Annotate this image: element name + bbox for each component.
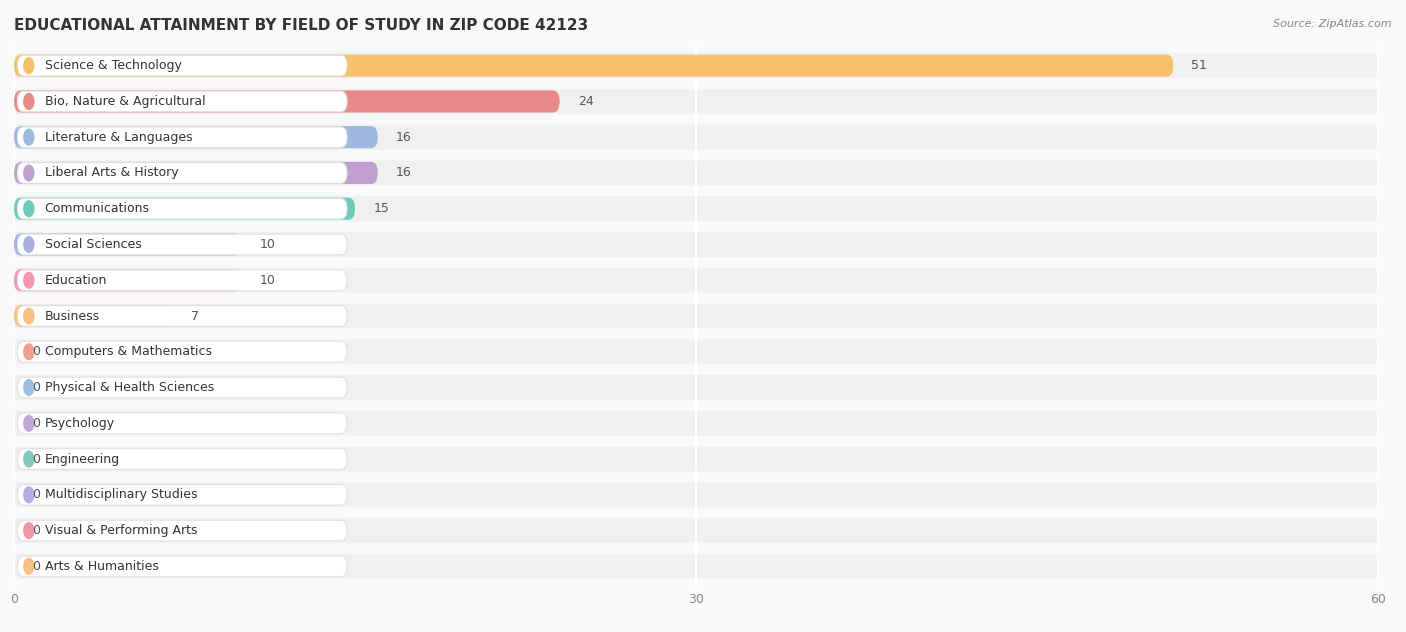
Circle shape — [24, 344, 34, 360]
Text: EDUCATIONAL ATTAINMENT BY FIELD OF STUDY IN ZIP CODE 42123: EDUCATIONAL ATTAINMENT BY FIELD OF STUDY… — [14, 18, 588, 33]
FancyBboxPatch shape — [14, 411, 1378, 436]
FancyBboxPatch shape — [17, 234, 347, 255]
FancyBboxPatch shape — [17, 341, 347, 362]
FancyBboxPatch shape — [14, 447, 1378, 471]
FancyBboxPatch shape — [14, 268, 1378, 293]
Circle shape — [24, 94, 34, 109]
Text: 0: 0 — [32, 416, 41, 430]
FancyBboxPatch shape — [14, 375, 1378, 400]
Text: 16: 16 — [396, 131, 412, 143]
FancyBboxPatch shape — [17, 377, 347, 398]
FancyBboxPatch shape — [17, 127, 347, 148]
FancyBboxPatch shape — [14, 554, 1378, 579]
Text: Science & Technology: Science & Technology — [45, 59, 181, 72]
FancyBboxPatch shape — [14, 198, 354, 220]
FancyBboxPatch shape — [17, 270, 347, 291]
FancyBboxPatch shape — [17, 449, 347, 470]
Circle shape — [24, 308, 34, 324]
FancyBboxPatch shape — [17, 91, 347, 112]
Text: Physical & Health Sciences: Physical & Health Sciences — [45, 381, 214, 394]
Text: Source: ZipAtlas.com: Source: ZipAtlas.com — [1274, 19, 1392, 29]
Circle shape — [24, 523, 34, 538]
Text: Liberal Arts & History: Liberal Arts & History — [45, 166, 179, 179]
Circle shape — [24, 130, 34, 145]
FancyBboxPatch shape — [17, 162, 347, 183]
Text: 0: 0 — [32, 489, 41, 501]
Text: 0: 0 — [32, 345, 41, 358]
FancyBboxPatch shape — [14, 125, 1378, 150]
Circle shape — [24, 487, 34, 502]
Text: 0: 0 — [32, 453, 41, 466]
Circle shape — [24, 58, 34, 73]
FancyBboxPatch shape — [17, 56, 347, 76]
Circle shape — [24, 415, 34, 431]
Text: 10: 10 — [260, 238, 276, 251]
Circle shape — [24, 451, 34, 467]
Text: 24: 24 — [578, 95, 593, 108]
FancyBboxPatch shape — [14, 305, 173, 327]
Circle shape — [24, 165, 34, 181]
Text: 0: 0 — [32, 524, 41, 537]
Text: 51: 51 — [1191, 59, 1208, 72]
Text: Engineering: Engineering — [45, 453, 120, 466]
Text: 7: 7 — [191, 310, 200, 322]
Text: Arts & Humanities: Arts & Humanities — [45, 560, 159, 573]
Text: 0: 0 — [32, 560, 41, 573]
FancyBboxPatch shape — [17, 306, 347, 326]
Text: 16: 16 — [396, 166, 412, 179]
Text: Bio, Nature & Agricultural: Bio, Nature & Agricultural — [45, 95, 205, 108]
FancyBboxPatch shape — [14, 54, 1173, 76]
FancyBboxPatch shape — [17, 484, 347, 505]
FancyBboxPatch shape — [14, 90, 560, 112]
FancyBboxPatch shape — [14, 232, 1378, 257]
Text: Visual & Performing Arts: Visual & Performing Arts — [45, 524, 197, 537]
Circle shape — [24, 201, 34, 217]
FancyBboxPatch shape — [14, 53, 1378, 78]
Circle shape — [24, 236, 34, 252]
Text: 15: 15 — [373, 202, 389, 216]
FancyBboxPatch shape — [14, 126, 378, 149]
Text: Literature & Languages: Literature & Languages — [45, 131, 193, 143]
FancyBboxPatch shape — [17, 556, 347, 576]
FancyBboxPatch shape — [14, 161, 1378, 185]
Circle shape — [24, 380, 34, 396]
Text: Business: Business — [45, 310, 100, 322]
FancyBboxPatch shape — [14, 339, 1378, 364]
Text: Psychology: Psychology — [45, 416, 115, 430]
Text: 0: 0 — [32, 381, 41, 394]
FancyBboxPatch shape — [17, 413, 347, 434]
FancyBboxPatch shape — [17, 198, 347, 219]
Text: Multidisciplinary Studies: Multidisciplinary Studies — [45, 489, 197, 501]
Text: Computers & Mathematics: Computers & Mathematics — [45, 345, 212, 358]
FancyBboxPatch shape — [14, 162, 378, 184]
FancyBboxPatch shape — [14, 303, 1378, 329]
Circle shape — [24, 272, 34, 288]
FancyBboxPatch shape — [14, 482, 1378, 507]
FancyBboxPatch shape — [14, 196, 1378, 221]
Text: Social Sciences: Social Sciences — [45, 238, 142, 251]
Text: 10: 10 — [260, 274, 276, 287]
Text: Education: Education — [45, 274, 107, 287]
FancyBboxPatch shape — [14, 89, 1378, 114]
FancyBboxPatch shape — [17, 520, 347, 541]
FancyBboxPatch shape — [14, 233, 242, 255]
FancyBboxPatch shape — [14, 269, 242, 291]
Text: Communications: Communications — [45, 202, 150, 216]
Circle shape — [24, 559, 34, 574]
FancyBboxPatch shape — [14, 518, 1378, 543]
